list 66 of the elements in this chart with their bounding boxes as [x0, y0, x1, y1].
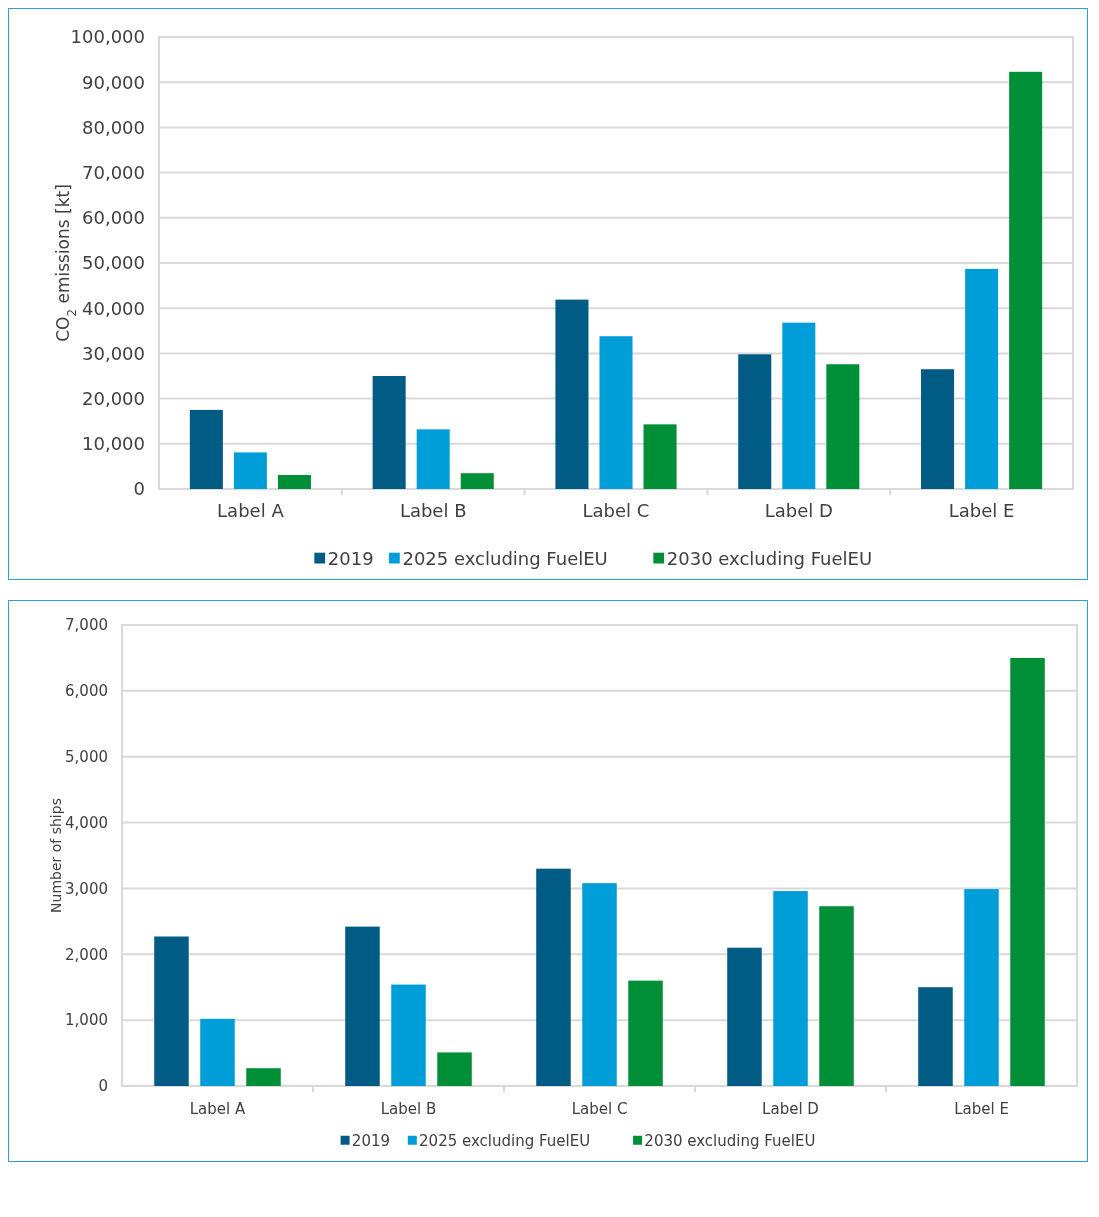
- bar: [233, 452, 267, 489]
- x-tick-label: Label C: [571, 1100, 628, 1118]
- bar: [628, 980, 663, 1086]
- y-tick-label: 60,000: [82, 207, 145, 229]
- y-tick-label: 7,000: [65, 616, 108, 635]
- y-tick-label: 30,000: [82, 342, 145, 364]
- legend-label: 2019: [327, 548, 374, 570]
- legend-label: 2030 excluding FuelEU: [666, 548, 873, 570]
- bar: [599, 336, 633, 489]
- legend-label: 2019: [351, 1132, 391, 1151]
- y-tick-label: 4,000: [65, 813, 108, 832]
- bar: [773, 891, 808, 1086]
- bar: [1009, 71, 1043, 489]
- y-tick-label: 6,000: [65, 682, 108, 701]
- y-tick-label: 90,000: [82, 71, 145, 93]
- bar: [819, 906, 854, 1086]
- x-tick-label: Label A: [189, 1100, 246, 1118]
- y-tick-label: 2,000: [65, 945, 108, 964]
- bar: [582, 883, 617, 1086]
- y-tick-label: 5,000: [65, 747, 108, 766]
- bar: [964, 889, 999, 1086]
- x-tick-label: Label C: [582, 500, 650, 521]
- bar: [782, 322, 816, 489]
- bar: [738, 354, 772, 489]
- bar: [965, 268, 999, 489]
- bar: [345, 926, 380, 1086]
- x-tick-label: Label D: [764, 500, 833, 521]
- x-tick-label: Label E: [954, 1100, 1009, 1118]
- bar: [460, 473, 494, 489]
- bar: [154, 936, 189, 1086]
- legend-label: 2030 excluding FuelEU: [644, 1132, 816, 1151]
- x-tick-label: Label B: [399, 500, 467, 521]
- bar: [826, 364, 860, 489]
- x-tick-label: Label A: [217, 500, 285, 521]
- bar: [918, 987, 953, 1086]
- bar: [189, 409, 223, 489]
- bar: [277, 474, 311, 489]
- y-tick-label: 1,000: [65, 1011, 108, 1030]
- y-tick-label: 0: [98, 1077, 108, 1096]
- bar: [643, 424, 677, 489]
- y-tick-label: 3,000: [65, 879, 108, 898]
- y-tick-label: 70,000: [82, 161, 145, 183]
- y-tick-label: 0: [133, 478, 145, 500]
- x-tick-label: Label B: [380, 1100, 437, 1118]
- bar: [372, 376, 406, 489]
- bar: [536, 868, 571, 1086]
- bar: [246, 1068, 281, 1086]
- x-tick-label: Label E: [948, 500, 1015, 521]
- bar: [555, 299, 589, 489]
- bar: [437, 1052, 472, 1086]
- y-tick-label: 20,000: [82, 387, 145, 409]
- y-tick-label: 100,000: [70, 26, 145, 48]
- x-tick-label: Label D: [762, 1100, 819, 1118]
- bar: [416, 429, 450, 489]
- y-tick-label: 80,000: [82, 116, 145, 138]
- y-tick-label: 50,000: [82, 252, 145, 274]
- bar: [921, 369, 955, 489]
- legend-label: 2025 excluding FuelEU: [402, 548, 608, 570]
- bar: [727, 947, 762, 1086]
- y-tick-label: 10,000: [82, 433, 145, 455]
- bar: [391, 984, 426, 1086]
- y-tick-label: 40,000: [82, 297, 145, 319]
- legend-label: 2025 excluding FuelEU: [419, 1132, 591, 1151]
- y-axis-title: Number of ships: [48, 798, 64, 913]
- bar: [200, 1018, 235, 1086]
- bar: [1010, 657, 1045, 1086]
